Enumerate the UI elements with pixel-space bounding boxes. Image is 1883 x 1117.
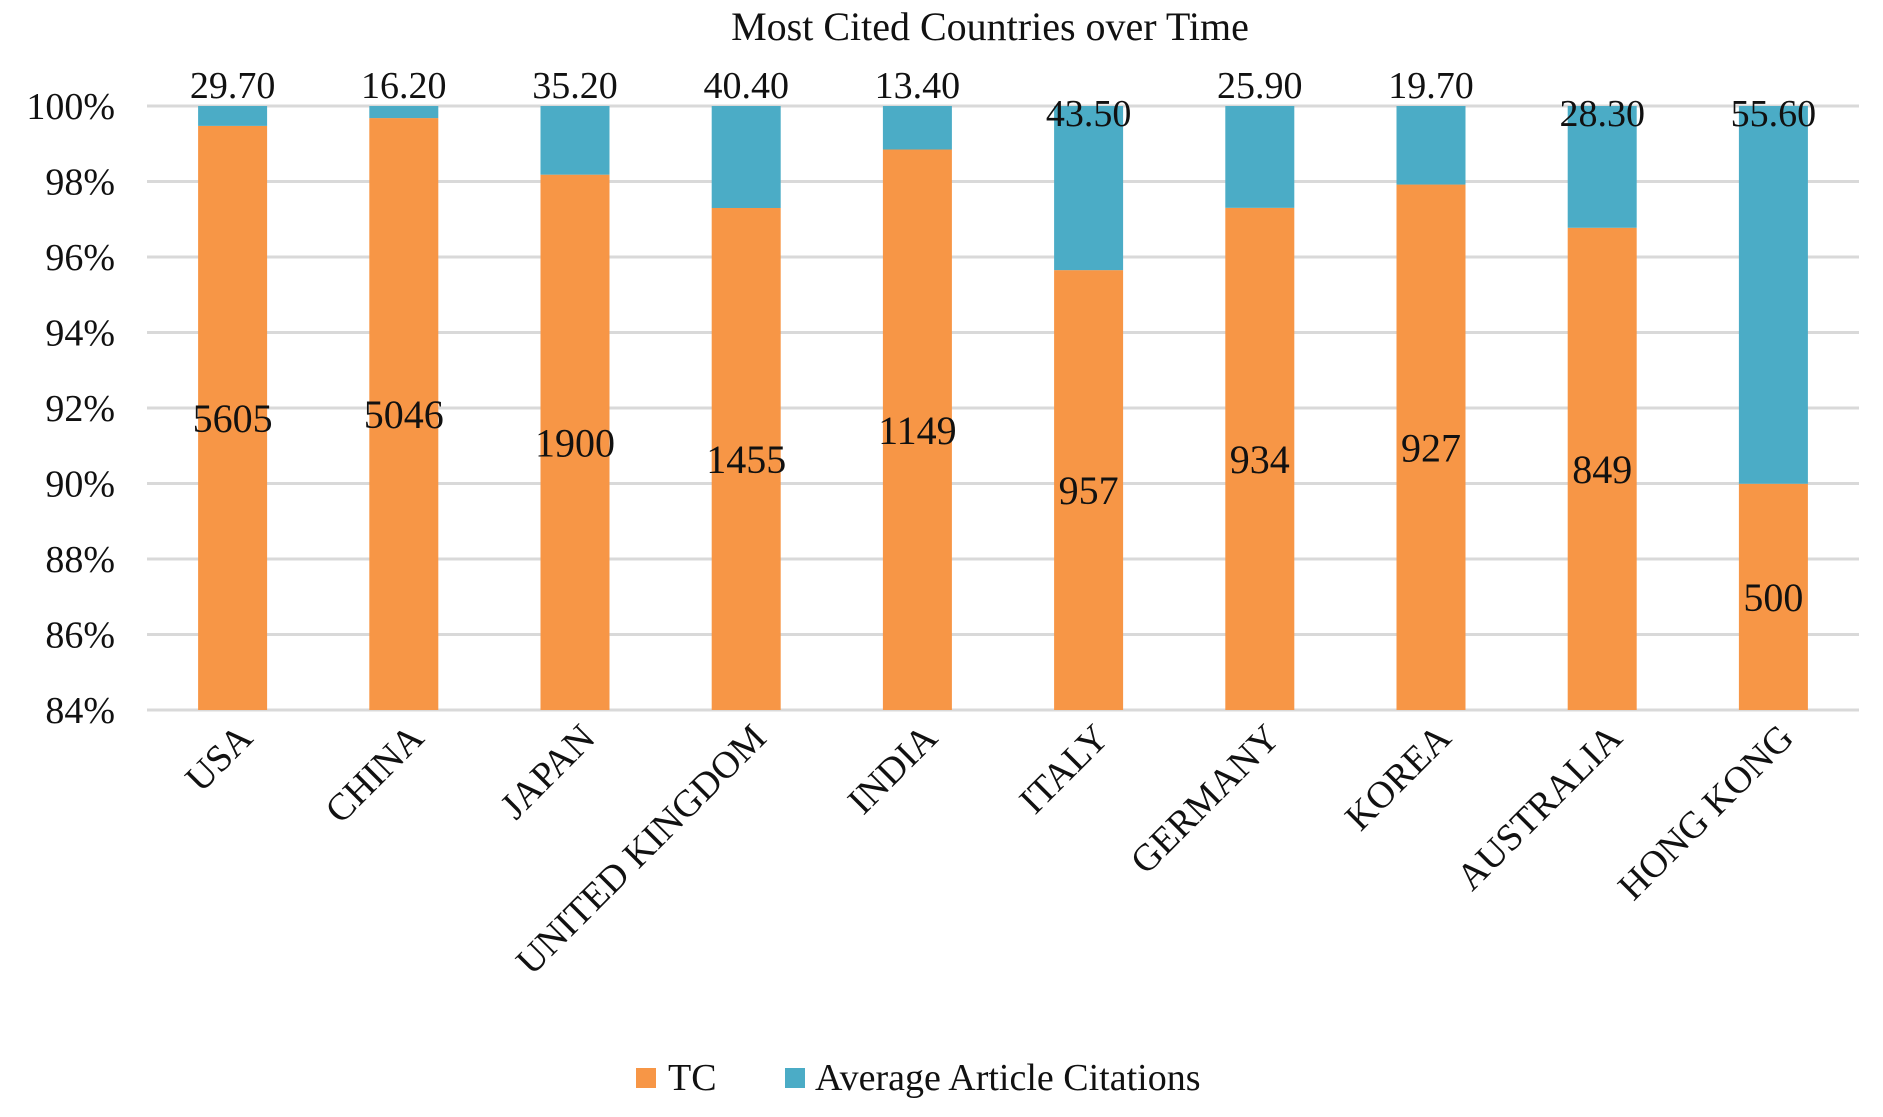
tc-data-label: 927: [1401, 425, 1461, 470]
x-tick-label: INDIA: [840, 716, 946, 822]
avg-data-label: 55.60: [1731, 93, 1817, 135]
bar-average-citations: [198, 106, 268, 126]
avg-data-label: 28.30: [1559, 93, 1645, 135]
tc-data-label: 1455: [706, 437, 786, 482]
tc-data-label: 5605: [193, 396, 273, 441]
avg-data-label: 25.90: [1217, 65, 1303, 107]
bar-tc: [711, 207, 781, 710]
tc-data-label: 849: [1572, 447, 1632, 492]
bar-average-citations: [1225, 106, 1295, 208]
bar-average-citations: [1396, 106, 1466, 185]
y-tick-label: 86%: [45, 615, 115, 657]
tc-data-label: 5046: [364, 392, 444, 437]
tc-data-label: 1149: [878, 408, 957, 453]
y-tick-label: 94%: [45, 313, 115, 355]
legend-swatch-average-citations: [785, 1068, 805, 1088]
bar-tc: [540, 174, 610, 710]
legend-label-average-citations: Average Article Citations: [815, 1057, 1201, 1099]
y-tick-label: 84%: [45, 690, 115, 732]
bar-average-citations: [1738, 106, 1808, 484]
x-tick-label: HONG KONG: [1610, 717, 1802, 909]
tc-data-label: 957: [1059, 468, 1119, 513]
bar-average-citations: [540, 106, 610, 175]
avg-data-label: 40.40: [703, 65, 789, 107]
bar-tc: [1738, 483, 1808, 710]
legend-swatch-tc: [636, 1068, 656, 1088]
avg-data-label: 43.50: [1046, 93, 1132, 135]
bar-tc: [882, 149, 952, 711]
y-tick-label: 96%: [45, 237, 115, 279]
y-tick-label: 98%: [45, 162, 115, 204]
legend-label-tc: TC: [668, 1057, 717, 1099]
x-tick-label: USA: [178, 716, 262, 800]
tc-data-label: 934: [1230, 437, 1290, 482]
bar-average-citations: [1054, 106, 1124, 271]
bar-average-citations: [369, 106, 439, 119]
x-tick-label: GERMANY: [1123, 717, 1289, 883]
bar-average-citations: [1567, 106, 1637, 228]
chart-title: Most Cited Countries over Time: [731, 4, 1249, 49]
bar-average-citations: [882, 106, 952, 150]
avg-data-label: 29.70: [190, 65, 276, 107]
x-tick-label: JAPAN: [493, 717, 604, 828]
bar-tc: [369, 118, 439, 711]
y-tick-label: 100%: [26, 86, 115, 128]
y-tick-label: 90%: [45, 464, 115, 506]
x-tick-label: ITALY: [1012, 717, 1117, 822]
avg-data-label: 16.20: [361, 65, 447, 107]
avg-data-label: 19.70: [1388, 65, 1474, 107]
x-tick-label: KOREA: [1337, 716, 1460, 839]
bar-tc: [1054, 270, 1124, 710]
bar-tc: [198, 125, 268, 710]
y-tick-label: 88%: [45, 539, 115, 581]
y-tick-label: 92%: [45, 388, 115, 430]
x-tick-label: AUSTRALIA: [1449, 716, 1631, 898]
tc-data-label: 500: [1743, 575, 1803, 620]
bar-tc: [1396, 184, 1466, 711]
tc-data-label: 1900: [535, 420, 615, 465]
bar-tc: [1225, 207, 1295, 710]
x-tick-label: CHINA: [317, 716, 432, 831]
avg-data-label: 13.40: [875, 65, 961, 107]
legend: TC Average Article Citations: [636, 1057, 1201, 1099]
avg-data-label: 35.20: [532, 65, 618, 107]
bar-average-citations: [711, 106, 781, 208]
bar-tc: [1567, 227, 1637, 710]
